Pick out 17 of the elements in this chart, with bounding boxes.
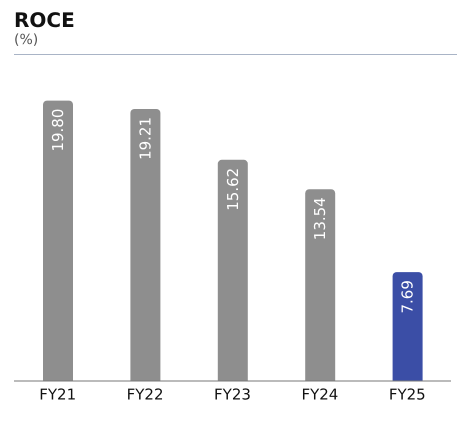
x-tick-label: FY24 (301, 386, 338, 404)
x-tick-label: FY25 (388, 386, 426, 404)
bar (43, 100, 73, 381)
data-label: 15.62 (224, 168, 242, 211)
x-tick-label: FY23 (214, 386, 251, 404)
data-label: 13.54 (311, 197, 330, 240)
bar (392, 272, 423, 381)
bar (130, 108, 160, 381)
x-tick-label: FY21 (39, 386, 76, 404)
bar (305, 189, 336, 381)
chart-subtitle: (%) (14, 32, 457, 55)
chart-title: ROCE (14, 8, 76, 32)
data-label: 19.21 (136, 116, 154, 160)
data-label: 19.80 (49, 108, 67, 152)
bar (218, 160, 248, 381)
x-tick-label: FY22 (126, 386, 164, 404)
data-label: 7.69 (398, 280, 417, 314)
